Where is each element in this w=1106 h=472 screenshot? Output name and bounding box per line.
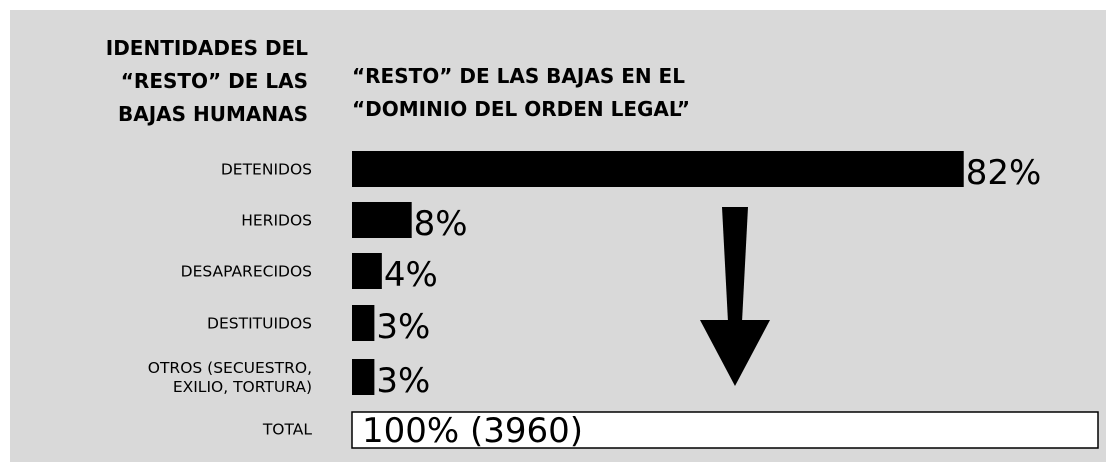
- bar: [352, 253, 382, 289]
- value-label: 3%: [376, 307, 431, 347]
- value-label: 100% (3960): [362, 411, 584, 451]
- value-label: 8%: [413, 204, 468, 244]
- arrow-head: [700, 320, 770, 386]
- bar: [352, 359, 375, 395]
- bar: [352, 202, 412, 238]
- chart-title: “RESTO” DE LAS BAJAS EN EL “DOMINIO DEL …: [352, 64, 690, 121]
- bar: [352, 151, 964, 187]
- left-title: IDENTIDADES DEL “RESTO” DE LAS BAJAS HUM…: [105, 36, 308, 126]
- category-label: DESAPARECIDOS: [180, 262, 312, 281]
- category-label: HERIDOS: [241, 211, 312, 230]
- category-label: TOTAL: [262, 420, 312, 439]
- bar: [352, 305, 375, 341]
- value-label: 3%: [376, 361, 431, 401]
- value-label: 4%: [383, 255, 438, 295]
- value-label: 82%: [965, 153, 1042, 193]
- category-label: DESTITUIDOS: [207, 314, 312, 333]
- category-label: DETENIDOS: [220, 160, 312, 179]
- arrow-shaft: [722, 207, 748, 322]
- category-label: OTROS (SECUESTRO, EXILIO, TORTURA): [147, 359, 312, 396]
- background: [10, 10, 1106, 462]
- total-bar: [351, 411, 1099, 449]
